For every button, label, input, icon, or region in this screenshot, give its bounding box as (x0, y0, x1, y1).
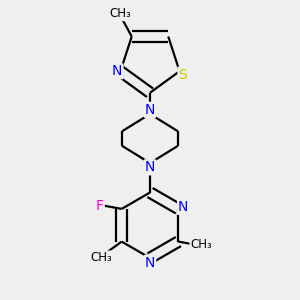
Text: S: S (178, 68, 187, 82)
Text: N: N (145, 160, 155, 174)
Text: CH₃: CH₃ (110, 7, 131, 20)
Text: CH₃: CH₃ (190, 238, 212, 251)
Text: F: F (96, 199, 104, 213)
Text: N: N (145, 103, 155, 117)
Text: N: N (178, 200, 188, 214)
Text: N: N (145, 256, 155, 270)
Text: CH₃: CH₃ (90, 251, 112, 265)
Text: N: N (112, 64, 122, 78)
